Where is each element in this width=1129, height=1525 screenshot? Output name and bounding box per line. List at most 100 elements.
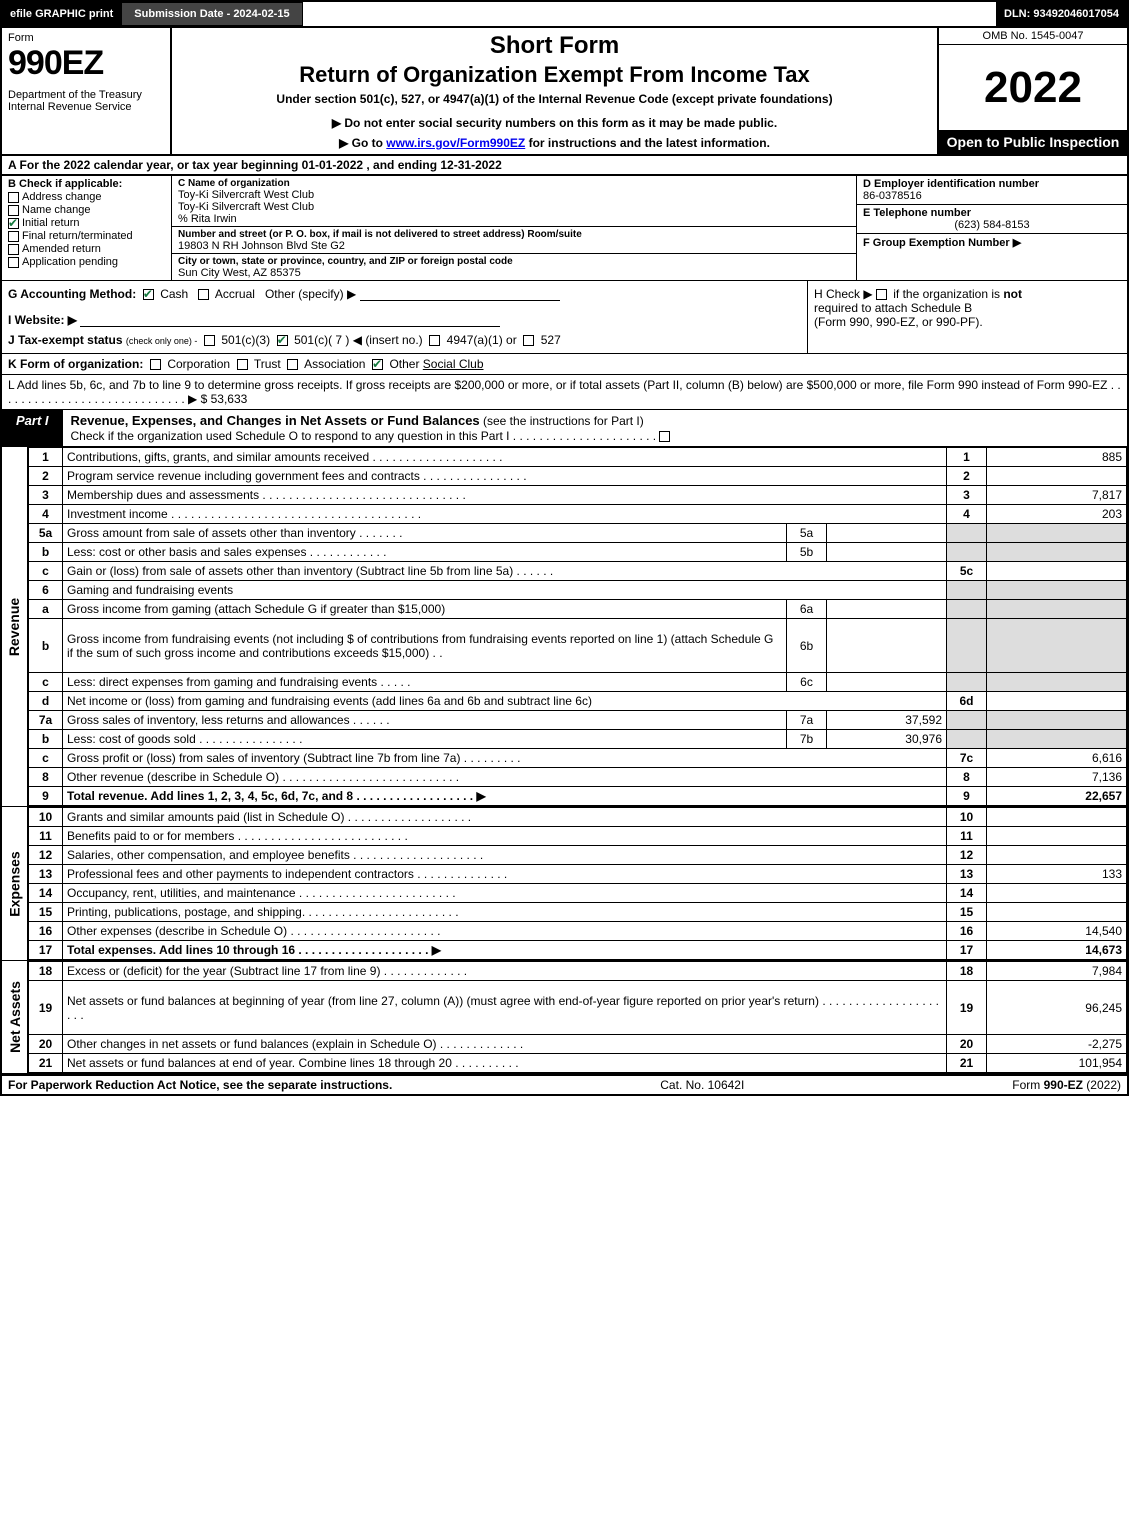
right-line-value: 7,817: [987, 486, 1127, 505]
right-line-number: [947, 600, 987, 619]
mini-line-number: 6b: [787, 619, 827, 673]
form-number: 990EZ: [8, 44, 164, 83]
block-bcde: B Check if applicable: Address change Na…: [0, 176, 1129, 281]
chk-initial-return[interactable]: Initial return: [8, 217, 165, 229]
line-description: Benefits paid to or for members . . . . …: [63, 827, 947, 846]
row-j: J Tax-exempt status (check only one) - 5…: [8, 333, 801, 347]
line-description: Occupancy, rent, utilities, and maintena…: [63, 884, 947, 903]
table-row: cLess: direct expenses from gaming and f…: [29, 673, 1127, 692]
footer-center: Cat. No. 10642I: [660, 1078, 744, 1092]
chk-amended-return[interactable]: Amended return: [8, 243, 165, 255]
chk-501c[interactable]: [277, 335, 288, 346]
g-label: G Accounting Method:: [8, 287, 136, 301]
h-text4: (Form 990, 990-EZ, or 990-PF).: [814, 315, 983, 329]
line-description: Less: direct expenses from gaming and fu…: [63, 673, 787, 692]
row-g: G Accounting Method: Cash Accrual Other …: [8, 287, 801, 301]
chk-accrual[interactable]: [198, 289, 209, 300]
chk-527[interactable]: [523, 335, 534, 346]
mini-line-value: [827, 524, 947, 543]
line-number: d: [29, 692, 63, 711]
table-row: 6Gaming and fundraising events: [29, 581, 1127, 600]
right-line-value: 203: [987, 505, 1127, 524]
line-number: 11: [29, 827, 63, 846]
irs-link[interactable]: www.irs.gov/Form990EZ: [386, 136, 525, 150]
form-title-block: Short Form Return of Organization Exempt…: [172, 28, 937, 154]
c-name-label: C Name of organization: [178, 178, 290, 189]
chk-schedule-b[interactable]: [876, 289, 887, 300]
table-row: 17Total expenses. Add lines 10 through 1…: [29, 941, 1127, 960]
goto-post: for instructions and the latest informat…: [525, 136, 770, 150]
right-line-value: 14,673: [987, 941, 1127, 960]
care-of: % Rita Irwin: [178, 213, 237, 225]
row-a-tax-year: A For the 2022 calendar year, or tax yea…: [0, 156, 1129, 176]
efile-label[interactable]: efile GRAPHIC print: [2, 2, 121, 26]
website-input[interactable]: [80, 315, 500, 327]
line-number: a: [29, 600, 63, 619]
h-text3: required to attach Schedule B: [814, 301, 972, 315]
chk-4947[interactable]: [429, 335, 440, 346]
right-line-value: 101,954: [987, 1054, 1127, 1073]
k-label: K Form of organization:: [8, 357, 143, 371]
other-method-input[interactable]: [360, 289, 560, 301]
right-line-number: 16: [947, 922, 987, 941]
table-row: 10Grants and similar amounts paid (list …: [29, 808, 1127, 827]
form-subtitle: Under section 501(c), 527, or 4947(a)(1)…: [178, 92, 931, 106]
chk-name-change[interactable]: Name change: [8, 204, 165, 216]
mini-line-number: 5a: [787, 524, 827, 543]
netassets-side-label: Net Assets: [2, 961, 28, 1073]
open-inspection: Open to Public Inspection: [939, 130, 1127, 154]
right-line-number: 12: [947, 846, 987, 865]
chk-assoc[interactable]: [287, 359, 298, 370]
right-line-value: 7,136: [987, 768, 1127, 787]
right-line-value: [987, 524, 1127, 543]
line-description: Gross amount from sale of assets other t…: [63, 524, 787, 543]
mini-line-value: [827, 619, 947, 673]
line-description: Total revenue. Add lines 1, 2, 3, 4, 5c,…: [63, 787, 947, 806]
line-number: 18: [29, 962, 63, 981]
line-number: c: [29, 749, 63, 768]
right-line-number: 9: [947, 787, 987, 806]
line-description: Net assets or fund balances at beginning…: [63, 981, 947, 1035]
city-value: Sun City West, AZ 85375: [178, 267, 301, 279]
right-line-number: 5c: [947, 562, 987, 581]
section-h: H Check ▶ if the organization is not req…: [807, 281, 1127, 353]
right-line-value: [987, 730, 1127, 749]
chk-corp[interactable]: [150, 359, 161, 370]
mini-line-value: 37,592: [827, 711, 947, 730]
right-line-number: [947, 543, 987, 562]
l-value: 53,633: [211, 392, 248, 406]
page-footer: For Paperwork Reduction Act Notice, see …: [0, 1075, 1129, 1096]
right-line-value: [987, 673, 1127, 692]
tel-label: E Telephone number: [863, 207, 971, 219]
chk-schedule-o-part1[interactable]: [659, 431, 670, 442]
table-row: bLess: cost or other basis and sales exp…: [29, 543, 1127, 562]
chk-address-change[interactable]: Address change: [8, 191, 165, 203]
mini-line-number: 7a: [787, 711, 827, 730]
row-k: K Form of organization: Corporation Trus…: [0, 354, 1129, 375]
right-line-number: 1: [947, 448, 987, 467]
right-line-value: 133: [987, 865, 1127, 884]
right-line-number: 15: [947, 903, 987, 922]
right-line-value: 7,984: [987, 962, 1127, 981]
h-text1: H Check ▶: [814, 287, 873, 301]
table-row: 18Excess or (deficit) for the year (Subt…: [29, 962, 1127, 981]
chk-trust[interactable]: [237, 359, 248, 370]
right-line-value: -2,275: [987, 1035, 1127, 1054]
dln-label: DLN: 93492046017054: [996, 2, 1127, 26]
right-line-value: [987, 619, 1127, 673]
line-number: c: [29, 673, 63, 692]
mini-line-number: 6c: [787, 673, 827, 692]
right-line-value: [987, 692, 1127, 711]
table-row: bLess: cost of goods sold . . . . . . . …: [29, 730, 1127, 749]
line-number: 15: [29, 903, 63, 922]
table-row: 1Contributions, gifts, grants, and simil…: [29, 448, 1127, 467]
chk-application-pending[interactable]: Application pending: [8, 256, 165, 268]
right-line-number: 6d: [947, 692, 987, 711]
chk-other-org[interactable]: [372, 359, 383, 370]
chk-cash[interactable]: [143, 289, 154, 300]
chk-final-return[interactable]: Final return/terminated: [8, 230, 165, 242]
section-c: C Name of organization Toy-Ki Silvercraf…: [172, 176, 857, 280]
table-row: cGross profit or (loss) from sales of in…: [29, 749, 1127, 768]
chk-501c3[interactable]: [204, 335, 215, 346]
line-description: Other revenue (describe in Schedule O) .…: [63, 768, 947, 787]
